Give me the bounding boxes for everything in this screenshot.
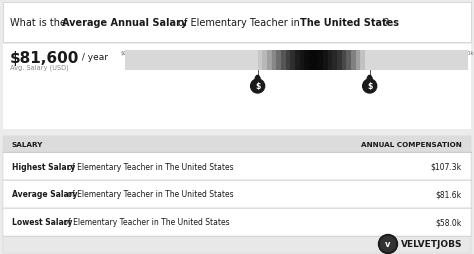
Text: $130k: $130k (414, 50, 430, 55)
Bar (337, 51, 342, 71)
Text: $: $ (255, 82, 260, 91)
Bar (276, 51, 282, 71)
Text: Avg. Salary (USD): Avg. Salary (USD) (10, 65, 69, 71)
Text: Average Salary: Average Salary (12, 190, 78, 199)
Text: $100k: $100k (346, 50, 362, 55)
Text: Average Annual Salary: Average Annual Salary (62, 18, 187, 28)
Bar (3, 3, 471, 43)
Bar (360, 51, 365, 71)
Circle shape (379, 235, 398, 253)
Circle shape (251, 80, 264, 94)
Bar (309, 51, 314, 71)
Bar (286, 51, 291, 71)
Text: of Elementary Teacher in: of Elementary Teacher in (175, 18, 303, 28)
Text: $107.3k: $107.3k (431, 162, 462, 171)
Text: $81.6k: $81.6k (436, 190, 462, 199)
Circle shape (256, 76, 259, 79)
Text: $80k: $80k (301, 50, 314, 55)
Text: Highest Salary: Highest Salary (12, 162, 75, 171)
Circle shape (255, 77, 260, 82)
Bar (3, 136, 471, 253)
Bar (365, 51, 370, 71)
Bar (304, 51, 310, 71)
Circle shape (381, 236, 395, 251)
Text: $120k: $120k (391, 50, 408, 55)
Text: $81,600: $81,600 (10, 50, 79, 65)
Bar (368, 78, 372, 82)
Text: What is the: What is the (10, 18, 69, 28)
Text: $110k: $110k (368, 50, 385, 55)
Bar (3, 136, 471, 152)
Bar (125, 51, 468, 71)
Bar (272, 51, 277, 71)
Text: ?: ? (383, 18, 388, 28)
Bar (258, 51, 263, 71)
Text: of Elementary Teacher in The United States: of Elementary Teacher in The United Stat… (65, 162, 234, 171)
Bar (351, 51, 356, 71)
Circle shape (367, 77, 372, 82)
Bar (323, 51, 328, 71)
Bar (3, 45, 471, 130)
Text: ANNUAL COMPENSATION: ANNUAL COMPENSATION (361, 141, 462, 147)
Text: $40k: $40k (210, 50, 223, 55)
Bar (267, 51, 272, 71)
Text: The United States: The United States (300, 18, 399, 28)
Bar (295, 51, 300, 71)
Text: VELVETJOBS: VELVETJOBS (401, 240, 463, 248)
Bar (281, 51, 286, 71)
Text: $10k: $10k (141, 50, 155, 55)
Bar (3, 208, 471, 236)
Bar (346, 51, 352, 71)
Text: $90k: $90k (324, 50, 337, 55)
Text: $140k: $140k (437, 50, 454, 55)
Bar (256, 78, 259, 82)
Text: $0k: $0k (120, 50, 130, 55)
Bar (290, 51, 295, 71)
Bar (342, 51, 347, 71)
Text: SALARY: SALARY (12, 141, 44, 147)
Bar (314, 51, 319, 71)
Text: $70k: $70k (279, 50, 292, 55)
Circle shape (368, 76, 371, 79)
Text: $20k: $20k (164, 50, 177, 55)
Text: $58.0k: $58.0k (436, 218, 462, 227)
Bar (262, 51, 267, 71)
Text: of Elementary Teacher in The United States: of Elementary Teacher in The United Stat… (62, 218, 230, 227)
Text: of Elementary Teacher in The United States: of Elementary Teacher in The United Stat… (65, 190, 234, 199)
Text: $150k+: $150k+ (457, 50, 474, 55)
Bar (3, 180, 471, 208)
Bar (300, 51, 305, 71)
Text: v: v (385, 240, 391, 248)
Text: / year: / year (79, 53, 108, 62)
Text: $50k: $50k (233, 50, 246, 55)
Circle shape (363, 80, 377, 94)
Bar (3, 152, 471, 180)
Bar (356, 51, 361, 71)
Bar (328, 51, 333, 71)
Bar (332, 51, 337, 71)
Text: Lowest Salary: Lowest Salary (12, 218, 73, 227)
Text: $60k: $60k (255, 50, 269, 55)
Text: $: $ (367, 82, 373, 91)
Bar (319, 51, 323, 71)
Text: $30k: $30k (187, 50, 200, 55)
